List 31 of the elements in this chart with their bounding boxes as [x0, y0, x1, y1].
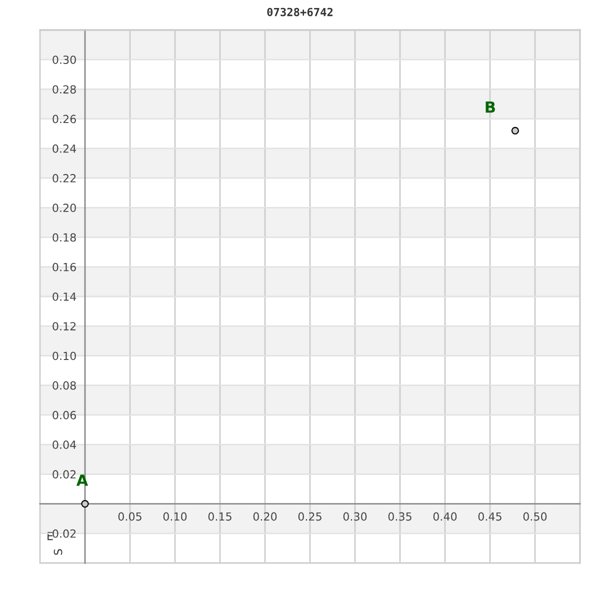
x-axis-title: E	[48, 532, 53, 540]
y-tick-label: 0.10	[52, 352, 76, 360]
y-tick-label: 0.18	[52, 233, 76, 242]
x-tick-label: 0.05	[118, 512, 142, 521]
y-tick-label: 0.02	[52, 470, 76, 479]
y-tick-label: 0.16	[52, 262, 76, 272]
y-tick-label: 0.30	[52, 56, 76, 64]
y-tick-label: 0.14	[52, 292, 76, 301]
x-tick-label: 0.50	[523, 512, 547, 521]
y-tick-label: 0.24	[52, 144, 76, 153]
y-tick-label: 0.20	[52, 204, 76, 212]
y-tick-label: 0.22	[52, 174, 76, 182]
x-tick-label: 0.20	[253, 512, 277, 521]
y-axis-title: S	[54, 549, 62, 555]
x-tick-label: 0.30	[343, 512, 367, 521]
y-tick-label: 0.26	[52, 114, 76, 124]
chart-title: 07328+6742	[267, 8, 333, 16]
x-tick-label: 0.10	[163, 512, 187, 521]
x-tick-label: 0.15	[208, 512, 232, 521]
x-tick-label: 0.40	[433, 512, 457, 521]
y-tick-label: 0.04	[52, 440, 76, 449]
x-tick-label: 0.25	[298, 512, 322, 521]
y-tick-label: 0.06	[52, 410, 76, 420]
annotation: B	[486, 101, 495, 113]
y-tick-label: 0.08	[52, 381, 76, 390]
y-tick-label: 0.28	[52, 85, 76, 94]
y-tick-label: 0.02	[52, 529, 76, 538]
x-tick-label: 0.35	[388, 512, 412, 521]
annotation: A	[76, 474, 88, 486]
x-tick-label: 0.45	[478, 512, 502, 521]
y-tick-label: 0.12	[52, 322, 76, 330]
